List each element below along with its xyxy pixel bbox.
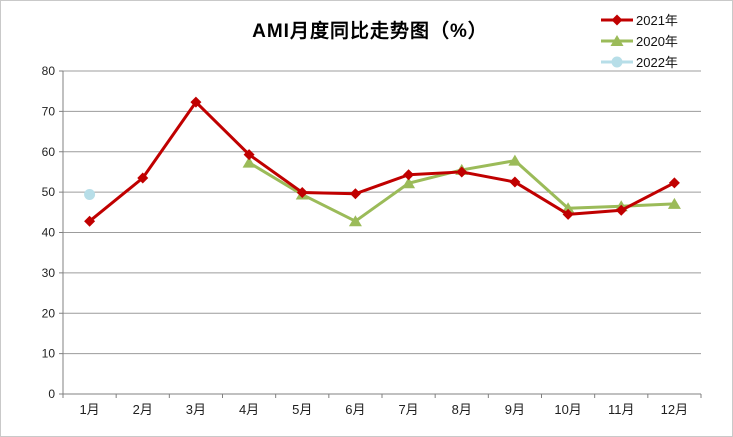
series-line-2021年 [88,100,676,223]
circle-marker [84,189,96,201]
diamond-marker [190,96,202,108]
x-tick-label: 5月 [292,402,312,417]
triangle-marker [667,197,681,209]
diamond-marker [456,166,468,178]
legend-swatch [601,14,633,25]
y-tick-label: 40 [42,226,56,240]
diamond-marker [84,215,96,227]
circle-marker [611,56,623,67]
diamond-marker [668,177,680,189]
y-tick-label: 20 [42,306,56,320]
y-tick-label: 0 [48,387,55,401]
triangle-marker [402,177,416,189]
y-tick-label: 50 [42,185,56,199]
diamond-marker [296,187,308,199]
x-tick-label: 12月 [661,402,688,417]
legend-label: 2022年 [636,55,678,70]
diamond-marker [243,149,255,161]
legend-label: 2020年 [636,34,678,49]
x-tick-label: 7月 [398,402,418,417]
y-tick-label: 30 [42,266,56,280]
legend-swatch [601,34,633,46]
x-tick-label: 1月 [79,402,99,417]
triangle-marker [561,202,575,214]
x-tick-label: 3月 [186,402,206,417]
x-tick-label: 10月 [554,402,581,417]
diamond-marker [349,188,361,200]
legend-swatch [601,56,633,67]
legend-item-2020年: 2020年 [601,30,678,51]
y-tick-label: 60 [42,145,56,159]
triangle-marker [348,215,362,227]
x-tick-label: 6月 [345,402,365,417]
x-tick-label: 11月 [608,402,635,417]
x-tick-label: 8月 [452,402,472,417]
y-tick-label: 10 [42,347,56,361]
legend-item-2022年: 2022年 [601,51,678,72]
y-tick-label: 70 [42,104,56,118]
diamond-marker [611,14,623,25]
diamond-marker [615,204,627,216]
y-tick-label: 80 [42,64,56,78]
legend-item-2021年: 2021年 [601,9,678,30]
diamond-marker [509,176,521,188]
diamond-marker [137,172,149,184]
diamond-marker [562,208,574,220]
triangle-marker [610,34,624,46]
triangle-marker [508,154,522,166]
legend-label: 2021年 [636,13,678,28]
x-tick-label: 9月 [505,402,525,417]
diamond-marker [403,169,415,181]
chart-title: AMI月度同比走势图（%） [252,21,488,42]
x-tick-label: 4月 [239,402,259,417]
x-tick-label: 2月 [133,402,153,417]
legend: 2021年 2020年 2022年 [601,9,678,72]
triangle-marker [242,156,256,168]
